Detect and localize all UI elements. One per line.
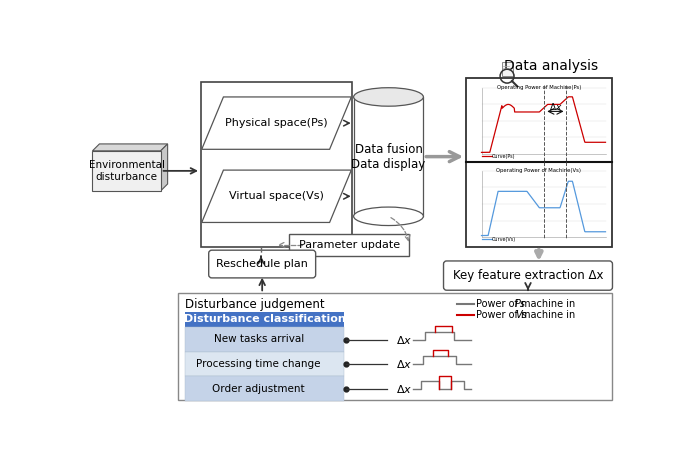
FancyBboxPatch shape [92, 151, 161, 191]
Text: New tasks arrival: New tasks arrival [214, 334, 304, 344]
Polygon shape [201, 97, 351, 149]
FancyBboxPatch shape [201, 81, 352, 247]
FancyBboxPatch shape [186, 376, 344, 401]
Text: Reschedule plan: Reschedule plan [216, 259, 308, 269]
Text: $\Delta x$: $\Delta x$ [396, 334, 413, 345]
Text: Order adjustment: Order adjustment [213, 384, 305, 394]
Ellipse shape [353, 207, 424, 226]
Text: Key feature extraction Δx: Key feature extraction Δx [453, 269, 603, 282]
Text: Ps: Ps [515, 299, 526, 309]
Text: Virtual space(Vs): Virtual space(Vs) [229, 191, 324, 201]
FancyBboxPatch shape [178, 293, 612, 399]
Text: Environmental
disturbance: Environmental disturbance [88, 160, 164, 182]
FancyBboxPatch shape [289, 234, 409, 256]
Polygon shape [92, 144, 168, 151]
FancyBboxPatch shape [186, 312, 344, 327]
FancyBboxPatch shape [502, 62, 513, 76]
Text: Operating Power of Machine(Ps): Operating Power of Machine(Ps) [497, 85, 581, 90]
Text: Curve(Ps): Curve(Ps) [492, 154, 515, 159]
Text: Curve(Vs): Curve(Vs) [492, 237, 516, 242]
Text: Disturbance judgement: Disturbance judgement [186, 298, 325, 311]
FancyBboxPatch shape [208, 250, 315, 278]
FancyBboxPatch shape [444, 261, 613, 290]
Text: $\Delta x$: $\Delta x$ [396, 383, 413, 395]
Polygon shape [201, 170, 351, 222]
Text: Physical space(Ps): Physical space(Ps) [225, 118, 328, 128]
Text: Vs: Vs [515, 310, 526, 320]
Ellipse shape [353, 88, 424, 106]
Polygon shape [161, 144, 168, 191]
Text: Parameter update: Parameter update [299, 240, 400, 250]
Text: Processing time change: Processing time change [197, 359, 321, 369]
Polygon shape [353, 97, 424, 216]
Text: $\Delta x$: $\Delta x$ [549, 101, 562, 112]
Text: Disturbance classification: Disturbance classification [184, 314, 346, 324]
Text: Data analysis: Data analysis [504, 59, 598, 73]
FancyBboxPatch shape [186, 352, 344, 376]
Text: $\Delta x$: $\Delta x$ [396, 358, 413, 370]
Text: Operating Power of Machine(Vs): Operating Power of Machine(Vs) [496, 168, 582, 173]
FancyBboxPatch shape [186, 327, 344, 352]
Text: Power of machine in: Power of machine in [476, 310, 578, 320]
Text: Data fusion
Data display: Data fusion Data display [351, 142, 426, 171]
FancyBboxPatch shape [466, 78, 612, 247]
Text: Power of machine in: Power of machine in [476, 299, 578, 309]
